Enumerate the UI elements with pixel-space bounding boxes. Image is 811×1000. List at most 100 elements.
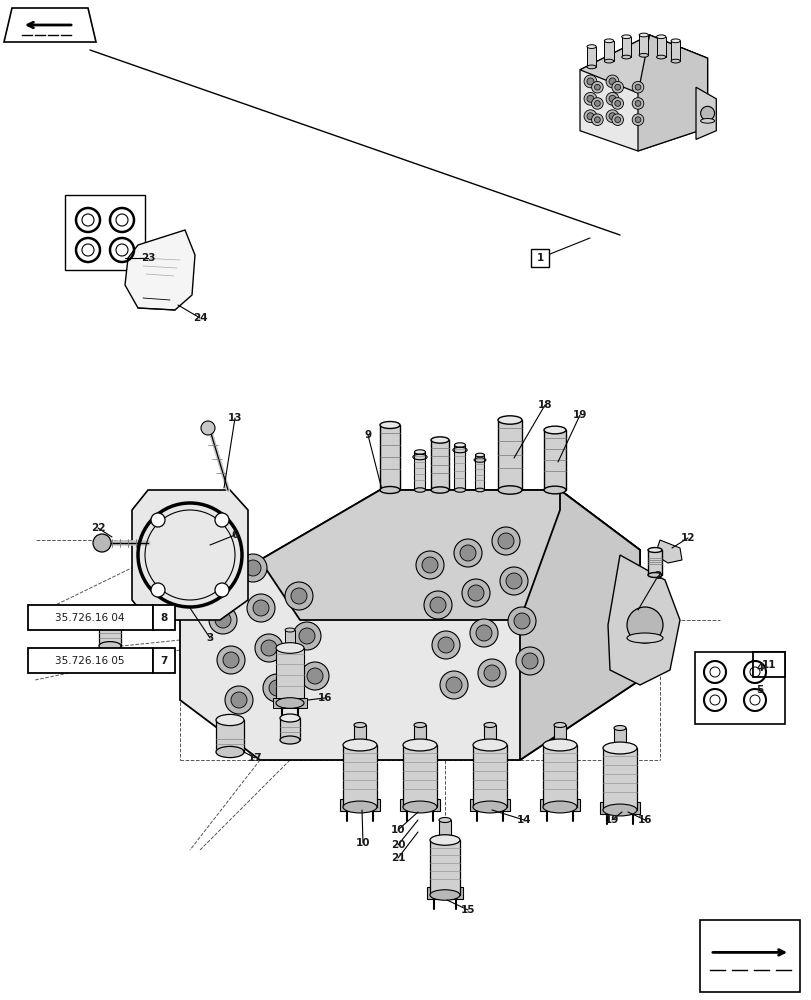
Text: 4: 4 [755, 663, 763, 673]
Ellipse shape [475, 453, 484, 457]
Text: 35.726.16 05: 35.726.16 05 [55, 656, 125, 666]
Ellipse shape [475, 488, 484, 492]
Bar [656, 37, 665, 57]
Bar [28, 648, 152, 673]
Text: 16: 16 [317, 693, 332, 703]
Circle shape [415, 551, 444, 579]
Text: 15: 15 [460, 905, 474, 915]
Circle shape [483, 665, 500, 681]
Circle shape [611, 98, 623, 109]
Ellipse shape [670, 59, 680, 63]
Ellipse shape [439, 817, 450, 822]
Circle shape [247, 594, 275, 622]
Bar [216, 720, 243, 752]
Text: 7: 7 [160, 656, 168, 666]
Circle shape [263, 674, 290, 702]
Bar [694, 652, 784, 724]
Text: 8: 8 [161, 613, 167, 623]
Polygon shape [125, 230, 195, 310]
Bar [473, 745, 506, 807]
Ellipse shape [638, 33, 648, 37]
Bar [586, 47, 595, 67]
Circle shape [614, 117, 620, 123]
Text: 17: 17 [247, 753, 262, 763]
Bar [340, 799, 380, 811]
Polygon shape [260, 490, 639, 620]
Ellipse shape [380, 487, 400, 493]
Circle shape [223, 652, 238, 668]
Ellipse shape [342, 801, 376, 813]
Circle shape [151, 513, 165, 527]
Circle shape [583, 110, 596, 123]
Text: 22: 22 [91, 523, 105, 533]
Bar [647, 550, 661, 575]
Circle shape [215, 513, 229, 527]
Circle shape [491, 527, 519, 555]
Circle shape [594, 101, 599, 106]
Circle shape [634, 117, 640, 123]
Polygon shape [579, 35, 706, 93]
Circle shape [470, 619, 497, 647]
Circle shape [515, 647, 543, 675]
Ellipse shape [553, 722, 565, 728]
Ellipse shape [402, 739, 436, 751]
Bar [285, 630, 294, 648]
Bar [414, 725, 426, 745]
Bar [603, 41, 613, 61]
Circle shape [505, 573, 521, 589]
Text: 18: 18 [537, 400, 551, 410]
Circle shape [422, 557, 437, 573]
Ellipse shape [621, 55, 630, 59]
Circle shape [437, 637, 453, 653]
Ellipse shape [380, 422, 400, 428]
Bar [530, 249, 548, 267]
Bar [354, 725, 366, 745]
Circle shape [605, 110, 618, 123]
Bar [152, 648, 175, 673]
Circle shape [255, 634, 283, 662]
Bar [699, 920, 799, 992]
Ellipse shape [454, 488, 465, 492]
Ellipse shape [431, 437, 448, 443]
Circle shape [440, 671, 467, 699]
Circle shape [626, 607, 663, 643]
Bar [621, 37, 630, 57]
Bar [280, 718, 299, 740]
Text: 10: 10 [390, 825, 405, 835]
Text: 19: 19 [604, 815, 619, 825]
Circle shape [611, 81, 623, 93]
Bar [497, 420, 521, 490]
Circle shape [253, 600, 268, 616]
Ellipse shape [285, 628, 294, 632]
Circle shape [500, 567, 527, 595]
Bar [752, 652, 784, 677]
Text: 16: 16 [637, 815, 651, 825]
Bar [65, 195, 145, 270]
Circle shape [445, 677, 461, 693]
Circle shape [594, 84, 599, 90]
Bar [99, 620, 121, 646]
Ellipse shape [431, 487, 448, 493]
Text: 23: 23 [140, 253, 155, 263]
Circle shape [521, 653, 538, 669]
Circle shape [201, 566, 229, 594]
Bar [543, 430, 565, 490]
Ellipse shape [280, 714, 299, 722]
Circle shape [634, 101, 640, 106]
Ellipse shape [414, 450, 425, 454]
Polygon shape [132, 490, 247, 620]
Polygon shape [637, 35, 706, 151]
Text: 3: 3 [206, 633, 213, 643]
Circle shape [497, 533, 513, 549]
Ellipse shape [276, 698, 303, 708]
Circle shape [290, 588, 307, 604]
Text: 24: 24 [192, 313, 207, 323]
Circle shape [431, 631, 460, 659]
Bar [430, 840, 460, 895]
Circle shape [238, 554, 267, 582]
Circle shape [301, 662, 328, 690]
Circle shape [508, 607, 535, 635]
Bar [272, 698, 307, 708]
Ellipse shape [656, 55, 665, 59]
Circle shape [591, 98, 603, 109]
